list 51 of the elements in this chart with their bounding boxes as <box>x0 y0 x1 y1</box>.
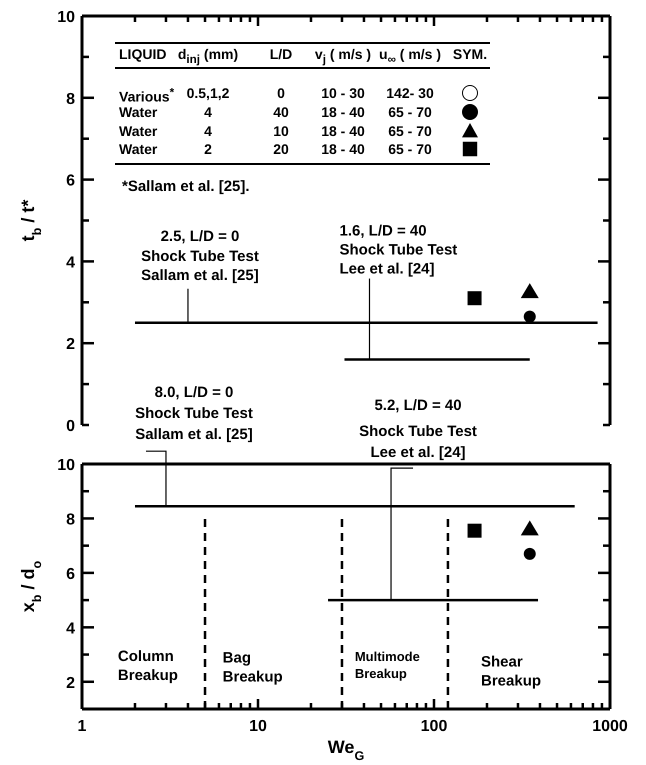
annotation: 142- 30 <box>386 84 434 102</box>
y-tick-label: 2 <box>66 674 76 692</box>
y-tick-label: 6 <box>66 566 76 583</box>
annotation: 2 <box>204 140 212 158</box>
annotation: 20 <box>273 140 289 158</box>
annotation: 0.5,1,2 <box>186 84 230 102</box>
y-tick-label: 0 <box>66 418 76 435</box>
annotation: Column Breakup <box>118 648 178 684</box>
annotation: v$_{j}$ ( m/s ) <box>314 45 372 68</box>
annotation: Water <box>119 140 158 158</box>
annotation: 10 <box>273 122 289 140</box>
annotation: Bag Breakup <box>222 649 283 686</box>
y-tick-label: 6 <box>66 172 76 190</box>
y-tick-label: 8 <box>66 90 76 108</box>
annotation: Water <box>119 103 158 121</box>
annotation: SYM. <box>452 45 488 63</box>
annotation: 4 <box>204 122 212 140</box>
y-tick-label: 8 <box>66 511 76 528</box>
x-tick-label: 1 <box>78 718 87 735</box>
annotation: Various$^{*}$ <box>119 85 174 106</box>
y-tick-label: 10 <box>57 9 76 26</box>
annotation: d$_{inj}$ (mm) <box>178 45 238 68</box>
annotation: 1.6, L/D = 40 Shock Tube Test Lee et al. [24] <box>339 222 458 278</box>
y-tick-label: 4 <box>66 620 76 638</box>
annotation: Shear Breakup <box>481 653 542 690</box>
annotation: Water <box>119 122 158 140</box>
annotation: 4 <box>204 103 212 121</box>
annotation: 10 - 30 <box>321 84 365 102</box>
y-tick-label: 10 <box>57 457 76 474</box>
x-tick-label: 100 <box>420 718 448 735</box>
annotation: L/D <box>270 45 292 63</box>
annotation: 65 - 70 <box>388 140 432 158</box>
annotation: 65 - 70 <box>388 122 432 140</box>
annotation: 5.2, L/D = 40 Shock Tube Test Lee et al. [24] <box>359 397 477 462</box>
annotation: 2.5, L/D = 0 Shock Tube Test Sallam et al. [25] <box>141 228 259 284</box>
annotation: 18 - 40 <box>321 122 365 140</box>
annotation: *Sallam et al. [25]. <box>122 178 250 195</box>
x-axis-title: We$_{G}$ <box>328 737 364 763</box>
annotation: 0 <box>277 84 285 102</box>
x-tick-label: 10 <box>249 718 267 735</box>
x-tick-label: 1000 <box>592 718 628 735</box>
annotation: 40 <box>273 103 289 121</box>
y-tick-label: 2 <box>66 336 76 354</box>
annotation: LIQUID <box>119 45 166 63</box>
annotation: 18 - 40 <box>321 103 365 121</box>
annotation: Multimode Breakup <box>354 648 420 681</box>
y-tick-label: 4 <box>66 254 76 272</box>
annotation: u$_{∞}$ ( m/s ) <box>379 45 441 68</box>
annotation: 65 - 70 <box>388 103 432 121</box>
annotation: 18 - 40 <box>321 140 365 158</box>
annotation: 8.0, L/D = 0 Shock Tube Test Sallam et al. [25] <box>135 384 253 444</box>
